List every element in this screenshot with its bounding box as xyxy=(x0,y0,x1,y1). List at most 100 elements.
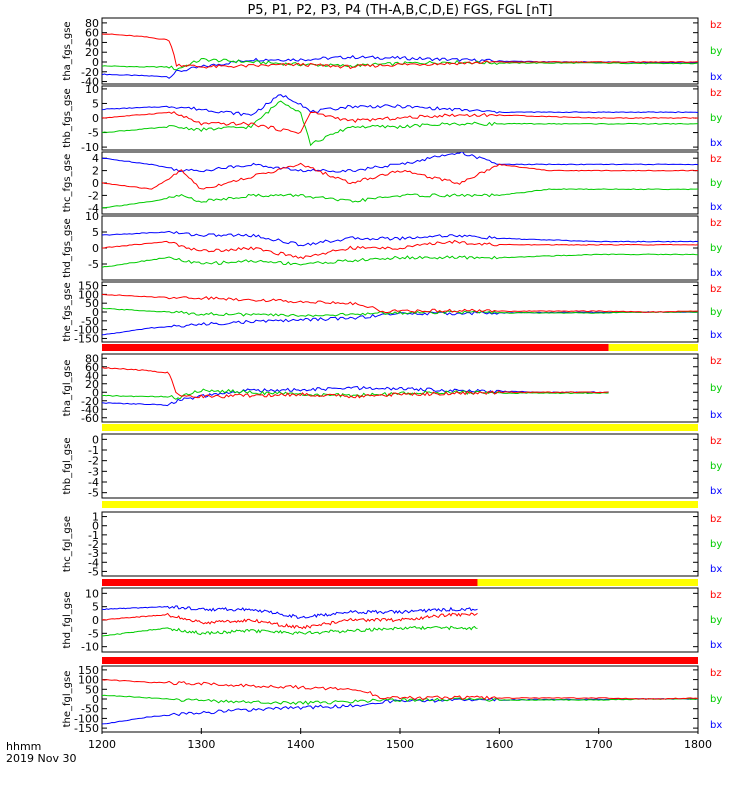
y-tick-label: 150 xyxy=(78,664,99,677)
x-date-label: 2019 Nov 30 xyxy=(6,752,76,765)
series-by xyxy=(102,694,698,706)
y-tick-label: 0 xyxy=(92,693,99,706)
panel-thb_fgl_gse: -5-4-3-2-10 thb_fgl_gse bz by bx xyxy=(62,433,722,499)
y-axis-label: the_fgs_gse xyxy=(62,282,73,341)
y-tick-label: 100 xyxy=(78,674,99,687)
y-tick-label: -10 xyxy=(81,141,99,154)
y-tick-label: 80 xyxy=(85,352,99,365)
y-tick-label: 5 xyxy=(92,601,99,614)
y-tick-label: 10 xyxy=(85,587,99,600)
y-tick-label: 60 xyxy=(85,27,99,40)
legend-bx: bx xyxy=(710,410,722,421)
y-tick-label: 0 xyxy=(92,433,99,446)
x-tick-label: 1600 xyxy=(485,738,513,751)
y-tick-label: -3 xyxy=(88,547,99,560)
y-tick-label: 0 xyxy=(92,306,99,319)
status-bar-segment xyxy=(102,344,609,351)
legend-by: by xyxy=(710,383,722,394)
y-tick-label: -50 xyxy=(81,703,99,716)
y-tick-label: 1 xyxy=(92,511,99,524)
y-axis-label: the_fgl_gse xyxy=(62,671,73,728)
legend-bx: bx xyxy=(710,202,722,213)
legend-bx: bx xyxy=(710,330,722,341)
status-bar-segment xyxy=(102,424,698,431)
panel-frame xyxy=(101,17,699,85)
plot-title: P5, P1, P2, P3, P4 (TH-A,B,C,D,E) FGS, F… xyxy=(247,3,552,18)
y-tick-label: 150 xyxy=(78,280,99,293)
y-tick-label: 0 xyxy=(92,177,99,190)
y-tick-label: 20 xyxy=(85,46,99,59)
y-tick-label: -1 xyxy=(88,529,99,542)
y-tick-label: 5 xyxy=(92,226,99,239)
y-tick-label: -2 xyxy=(88,538,99,551)
y-tick-label: -4 xyxy=(88,202,99,215)
y-tick-label: -40 xyxy=(81,76,99,89)
y-tick-label: 50 xyxy=(85,297,99,310)
y-tick-label: 0 xyxy=(92,242,99,255)
panel-frame xyxy=(101,433,699,499)
legend-by: by xyxy=(710,307,722,318)
legend-by: by xyxy=(710,461,722,472)
x-unit-label: hhmm xyxy=(6,740,41,753)
y-tick-label: -20 xyxy=(81,395,99,408)
legend-bx: bx xyxy=(710,268,722,279)
y-tick-label: -40 xyxy=(81,403,99,416)
y-axis-label: tha_fgl_gse xyxy=(62,360,73,417)
y-axis-label: thd_fgl_gse xyxy=(62,592,73,649)
legend-bx: bx xyxy=(710,640,722,651)
y-tick-label: -5 xyxy=(88,565,99,578)
y-tick-label: 0 xyxy=(92,386,99,399)
y-axis-label: thb_fgl_gse xyxy=(62,438,73,495)
series-bz xyxy=(102,162,698,190)
y-tick-label: -1 xyxy=(88,444,99,457)
series-bz xyxy=(102,612,478,630)
legend-bz: bz xyxy=(710,88,722,99)
legend-bz: bz xyxy=(710,154,722,165)
y-axis-label: thc_fgs_gse xyxy=(62,154,73,213)
legend-by: by xyxy=(710,243,722,254)
panel-frame xyxy=(101,353,699,423)
y-tick-label: -20 xyxy=(81,66,99,79)
panel-thc_fgl_gse: -5-4-3-2-101 thc_fgl_gse bz by bx xyxy=(62,511,722,579)
legend-bx: bx xyxy=(710,486,722,497)
legend-bz: bz xyxy=(710,436,722,447)
x-tick-label: 1400 xyxy=(287,738,315,751)
y-tick-label: 10 xyxy=(85,210,99,223)
legend-bx: bx xyxy=(710,138,722,149)
y-tick-label: 100 xyxy=(78,288,99,301)
y-tick-label: -10 xyxy=(81,641,99,654)
y-tick-label: 40 xyxy=(85,369,99,382)
series-by xyxy=(102,253,698,268)
y-tick-label: 0 xyxy=(92,520,99,533)
y-tick-label: 2 xyxy=(92,165,99,178)
legend-bx: bx xyxy=(710,564,722,575)
panel-frame xyxy=(101,151,699,215)
legend-bz: bz xyxy=(710,20,722,31)
y-tick-label: -2 xyxy=(88,455,99,468)
panel-thd_fgs_gse: -5 0 5 10 thd_fgs_gse bz by bx xyxy=(62,210,722,281)
y-tick-label: -5 xyxy=(88,127,99,140)
y-axis-label: tha_fgs_gse xyxy=(62,21,73,80)
status-bar-segment xyxy=(102,579,478,586)
legend-by: by xyxy=(710,113,722,124)
y-tick-label: -150 xyxy=(74,332,99,345)
series-bz xyxy=(102,111,698,135)
y-tick-label: 40 xyxy=(85,36,99,49)
series-by xyxy=(102,307,698,318)
legend-bz: bz xyxy=(710,668,722,679)
series-bz xyxy=(102,366,609,399)
legend-by: by xyxy=(710,694,722,705)
series-bx xyxy=(102,697,698,725)
panel-frame xyxy=(101,511,699,577)
y-tick-label: -150 xyxy=(74,722,99,735)
y-tick-label: -5 xyxy=(88,487,99,500)
series-bz xyxy=(102,294,698,313)
legend-bx: bx xyxy=(710,720,722,731)
y-tick-label: 80 xyxy=(85,17,99,30)
series-bx xyxy=(102,152,698,173)
